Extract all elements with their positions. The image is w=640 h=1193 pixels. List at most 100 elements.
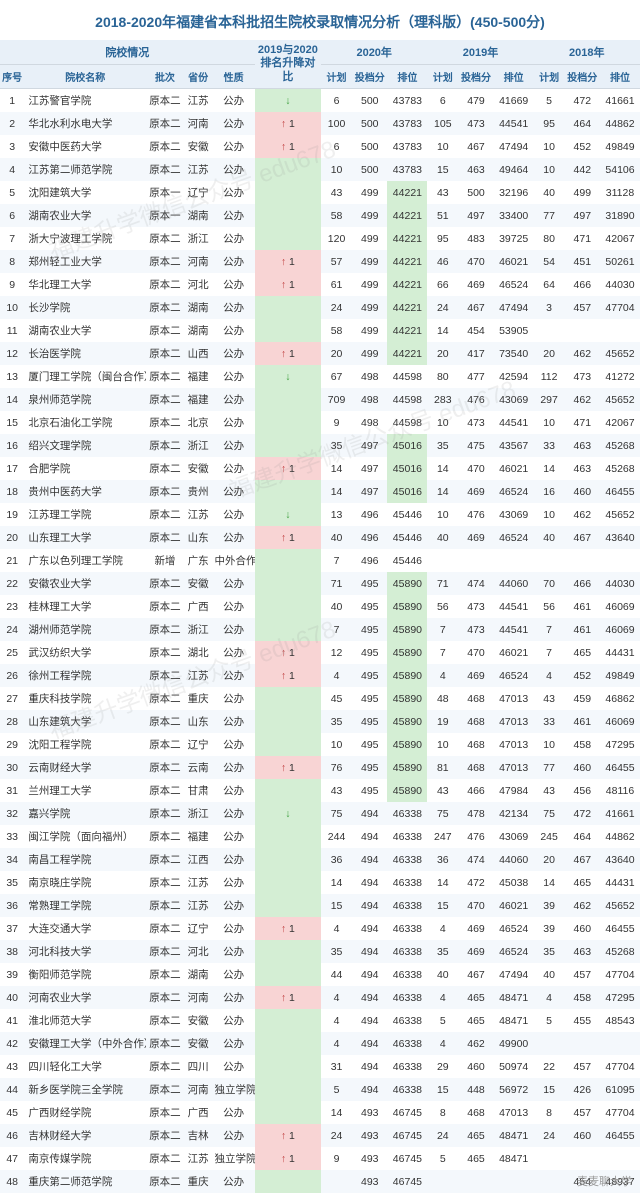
cell-batch: 原本二 — [146, 365, 184, 388]
cell-name: 南京晓庄学院 — [24, 871, 146, 894]
cell-r19 — [494, 1170, 534, 1193]
cell-p19: 14 — [427, 480, 458, 503]
cell-nat: 公办 — [213, 733, 255, 756]
cell-r20: 45016 — [387, 457, 427, 480]
cell-p18: 8 — [534, 1101, 565, 1124]
cell-r20: 46338 — [387, 986, 427, 1009]
cell-r18: 61095 — [600, 1078, 640, 1101]
cell-name: 常熟理工学院 — [24, 894, 146, 917]
cell-prov: 云南 — [184, 756, 213, 779]
cell-p19: 14 — [427, 457, 458, 480]
cell-s18: 458 — [565, 733, 600, 756]
cell-r18: 46069 — [600, 595, 640, 618]
cell-p19: 35 — [427, 434, 458, 457]
cell-r18: 31128 — [600, 181, 640, 204]
cell-r19: 47494 — [494, 296, 534, 319]
cell-prov: 浙江 — [184, 618, 213, 641]
cell-name: 重庆第二师范学院 — [24, 1170, 146, 1193]
cell-prov: 重庆 — [184, 1170, 213, 1193]
cell-s20: 500 — [352, 89, 387, 113]
cell-s18: 462 — [565, 388, 600, 411]
cell-batch: 原本二 — [146, 894, 184, 917]
cell-r18: 47704 — [600, 1101, 640, 1124]
cell-name: 广东以色列理工学院 — [24, 549, 146, 572]
cell-name: 北京石油化工学院 — [24, 411, 146, 434]
cell-batch: 原本二 — [146, 825, 184, 848]
cell-r19: 42134 — [494, 802, 534, 825]
table-row: 23桂林理工大学原本二广西公办4049545890564734454156461… — [0, 595, 640, 618]
cell-batch: 原本二 — [146, 1124, 184, 1147]
hdr-rank-compare: 2019与2020排名升降对比 — [255, 40, 321, 89]
cell-prov: 福建 — [184, 365, 213, 388]
cell-prov: 安徽 — [184, 135, 213, 158]
table-row: 42安徽理工大学（中外合作）原本二安徽公办449446338446249900 — [0, 1032, 640, 1055]
cell-prov: 湖南 — [184, 204, 213, 227]
cell-p20: 4 — [321, 664, 352, 687]
cell-s20: 497 — [352, 457, 387, 480]
cell-name: 山东建筑大学 — [24, 710, 146, 733]
table-row: 26徐州工程学院原本二江苏公办↑ 14495458904469465244452… — [0, 664, 640, 687]
cell-idx: 28 — [0, 710, 24, 733]
cell-idx: 8 — [0, 250, 24, 273]
cell-p19: 6 — [427, 89, 458, 113]
cell-nat: 公办 — [213, 802, 255, 825]
cell-nat: 公办 — [213, 1032, 255, 1055]
cell-name: 郑州轻工业大学 — [24, 250, 146, 273]
cell-r18: 44431 — [600, 641, 640, 664]
cell-r19: 46021 — [494, 894, 534, 917]
cell-r20: 45016 — [387, 480, 427, 503]
cell-r18: 45652 — [600, 342, 640, 365]
cell-name: 厦门理工学院（闽台合作） — [24, 365, 146, 388]
cell-p20: 7 — [321, 549, 352, 572]
cell-r19: 48471 — [494, 1009, 534, 1032]
table-row: 44新乡医学院三全学院原本二河南独立学院54944633815448569721… — [0, 1078, 640, 1101]
cell-p18: 20 — [534, 342, 565, 365]
cell-p19: 4 — [427, 917, 458, 940]
cell-prov: 河南 — [184, 250, 213, 273]
cell-idx: 9 — [0, 273, 24, 296]
cell-r18: 44030 — [600, 273, 640, 296]
cell-batch: 原本二 — [146, 1032, 184, 1055]
cell-p19: 10 — [427, 411, 458, 434]
cell-r19: 46524 — [494, 917, 534, 940]
cell-p20: 40 — [321, 526, 352, 549]
cell-s20: 493 — [352, 1101, 387, 1124]
cell-idx: 23 — [0, 595, 24, 618]
cell-s18: 426 — [565, 1078, 600, 1101]
table-row: 19江苏理工学院原本二江苏公办↓134964544610476430691046… — [0, 503, 640, 526]
cell-r19: 46524 — [494, 940, 534, 963]
cell-idx: 41 — [0, 1009, 24, 1032]
cell-r18: 47704 — [600, 1055, 640, 1078]
cell-rankchg — [255, 1009, 321, 1032]
cell-p20: 4 — [321, 986, 352, 1009]
cell-nat: 公办 — [213, 710, 255, 733]
cell-p18: 3 — [534, 296, 565, 319]
cell-p19: 4 — [427, 664, 458, 687]
table-row: 20山东理工大学原本二山东公办↑ 14049645446404694652440… — [0, 526, 640, 549]
cell-p19: 20 — [427, 342, 458, 365]
cell-p20: 67 — [321, 365, 352, 388]
cell-s19: 467 — [458, 296, 493, 319]
cell-r20: 45890 — [387, 641, 427, 664]
cell-p19: 51 — [427, 204, 458, 227]
cell-s19: 460 — [458, 1055, 493, 1078]
cell-s20: 495 — [352, 641, 387, 664]
cell-s20: 499 — [352, 319, 387, 342]
cell-s20: 499 — [352, 273, 387, 296]
cell-idx: 33 — [0, 825, 24, 848]
cell-idx: 24 — [0, 618, 24, 641]
cell-idx: 5 — [0, 181, 24, 204]
cell-r20: 45016 — [387, 434, 427, 457]
cell-nat: 公办 — [213, 1009, 255, 1032]
cell-prov: 安徽 — [184, 457, 213, 480]
cell-r19: 46021 — [494, 250, 534, 273]
cell-prov: 广东 — [184, 549, 213, 572]
cell-r19: 43069 — [494, 388, 534, 411]
cell-r20: 43783 — [387, 135, 427, 158]
cell-p19: 43 — [427, 181, 458, 204]
cell-idx: 22 — [0, 572, 24, 595]
cell-r18 — [600, 1147, 640, 1170]
cell-s18: 499 — [565, 181, 600, 204]
footer-attribution: 麦麦聊大学 — [577, 1173, 632, 1189]
cell-r20: 44221 — [387, 296, 427, 319]
